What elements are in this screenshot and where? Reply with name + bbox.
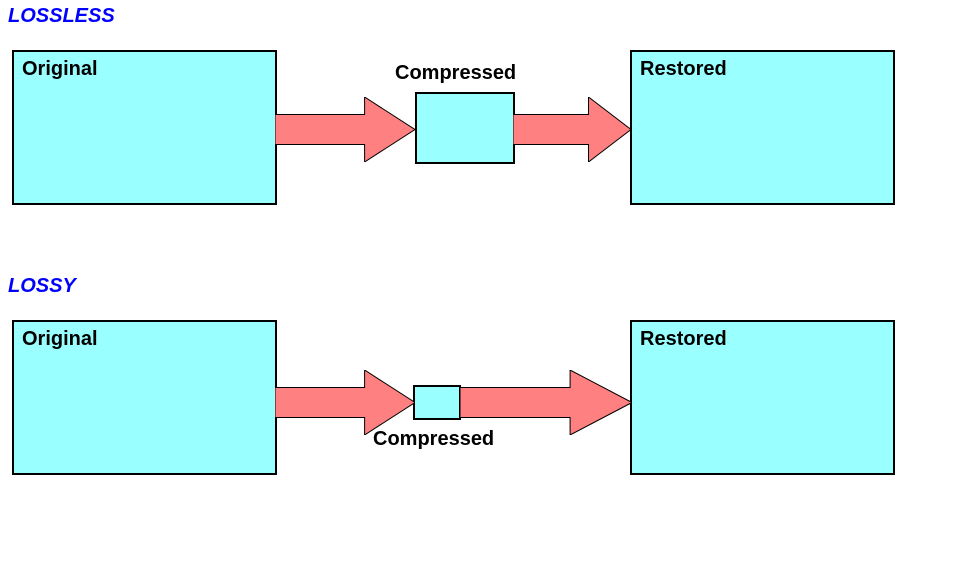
- box-label: Restored: [640, 328, 727, 351]
- section-title: LOSSLESS: [8, 5, 115, 28]
- section-title: LOSSY: [8, 275, 76, 298]
- arrow-icon: [275, 370, 415, 435]
- box-label: Original: [22, 58, 98, 81]
- box-label: Restored: [640, 58, 727, 81]
- data-box: [415, 92, 515, 164]
- data-box: [413, 385, 461, 420]
- arrow-icon: [513, 97, 631, 162]
- arrow-icon: [275, 97, 415, 162]
- box-label: Original: [22, 328, 98, 351]
- box-label: Compressed: [395, 62, 516, 85]
- arrow-icon: [460, 370, 632, 435]
